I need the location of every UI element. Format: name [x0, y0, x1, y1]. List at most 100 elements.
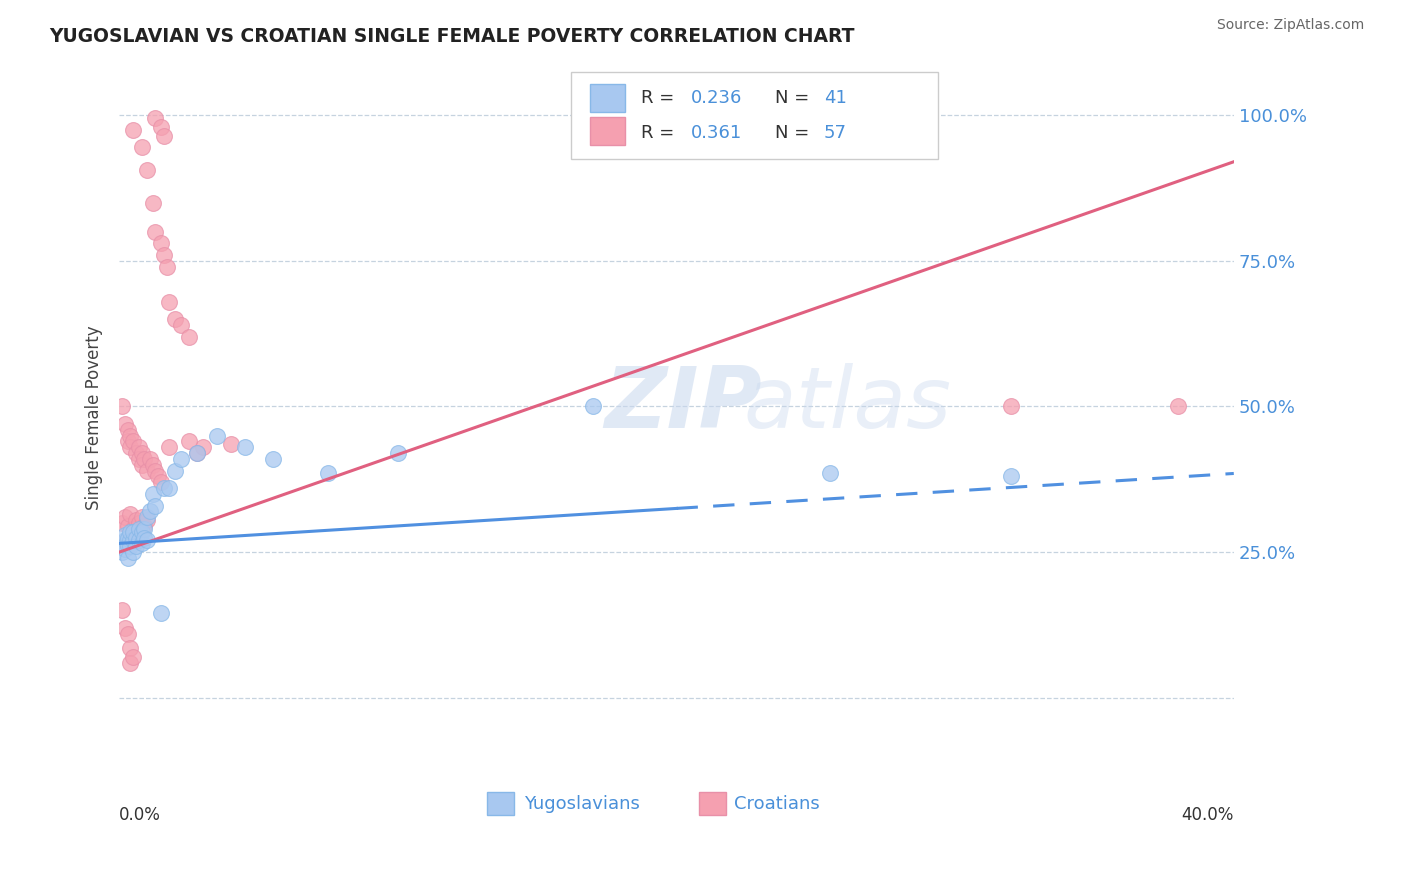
Point	[111, 516, 134, 530]
Point	[114, 621, 136, 635]
Point	[136, 163, 159, 178]
Point	[117, 551, 139, 566]
Point	[387, 446, 409, 460]
Point	[153, 128, 176, 143]
Point	[122, 522, 145, 536]
Point	[262, 451, 284, 466]
Point	[120, 508, 142, 522]
Point	[145, 225, 167, 239]
Point	[134, 531, 156, 545]
Point	[131, 458, 153, 472]
Point	[117, 519, 139, 533]
Point	[159, 481, 181, 495]
Point	[122, 533, 145, 548]
Point	[145, 464, 167, 478]
Point	[122, 545, 145, 559]
Text: 0.361: 0.361	[690, 124, 742, 142]
Point	[120, 428, 142, 442]
Point	[131, 536, 153, 550]
Point	[128, 451, 150, 466]
Text: YUGOSLAVIAN VS CROATIAN SINGLE FEMALE POVERTY CORRELATION CHART: YUGOSLAVIAN VS CROATIAN SINGLE FEMALE PO…	[49, 27, 855, 45]
Text: R =: R =	[641, 124, 681, 142]
Point	[111, 603, 134, 617]
Point	[122, 434, 145, 449]
Point	[114, 417, 136, 431]
Point	[1167, 400, 1189, 414]
Point	[125, 531, 148, 545]
Point	[134, 451, 156, 466]
Point	[136, 464, 159, 478]
Point	[159, 440, 181, 454]
Point	[191, 440, 214, 454]
Point	[114, 542, 136, 557]
Point	[128, 440, 150, 454]
Text: R =: R =	[641, 89, 681, 107]
FancyBboxPatch shape	[589, 118, 626, 145]
Point	[142, 195, 165, 210]
Point	[125, 539, 148, 553]
Point	[316, 467, 339, 481]
FancyBboxPatch shape	[589, 84, 626, 112]
Point	[120, 524, 142, 539]
Point	[114, 510, 136, 524]
Point	[139, 504, 162, 518]
Point	[120, 533, 142, 548]
Point	[150, 607, 173, 621]
Text: 57: 57	[824, 124, 846, 142]
Point	[111, 545, 134, 559]
Point	[122, 122, 145, 136]
Point	[219, 437, 242, 451]
Point	[111, 536, 134, 550]
Point	[150, 120, 173, 134]
Point	[136, 533, 159, 548]
Point	[117, 423, 139, 437]
Point	[142, 458, 165, 472]
Point	[131, 446, 153, 460]
Point	[114, 533, 136, 548]
Point	[120, 656, 142, 670]
Point	[111, 400, 134, 414]
Point	[153, 248, 176, 262]
Point	[131, 524, 153, 539]
Point	[186, 446, 208, 460]
Point	[131, 510, 153, 524]
Point	[125, 513, 148, 527]
Point	[134, 519, 156, 533]
Point	[136, 513, 159, 527]
Text: Croatians: Croatians	[734, 795, 820, 814]
Point	[136, 510, 159, 524]
Point	[169, 451, 191, 466]
Text: N =: N =	[775, 89, 814, 107]
Point	[163, 312, 186, 326]
Point	[122, 524, 145, 539]
Text: ZIP: ZIP	[605, 363, 762, 446]
Point	[1000, 400, 1022, 414]
Point	[1000, 469, 1022, 483]
Point	[128, 522, 150, 536]
Point	[145, 111, 167, 125]
Point	[582, 400, 605, 414]
Point	[818, 467, 841, 481]
Text: atlas: atlas	[744, 363, 952, 446]
Text: N =: N =	[775, 124, 814, 142]
Y-axis label: Single Female Poverty: Single Female Poverty	[86, 326, 103, 510]
Text: Yugoslavians: Yugoslavians	[524, 795, 640, 814]
Point	[156, 260, 179, 274]
Point	[177, 434, 200, 449]
Point	[131, 140, 153, 154]
FancyBboxPatch shape	[699, 792, 725, 815]
FancyBboxPatch shape	[486, 792, 513, 815]
Point	[159, 294, 181, 309]
Point	[139, 451, 162, 466]
Point	[134, 522, 156, 536]
Point	[120, 641, 142, 656]
Text: 40.0%: 40.0%	[1181, 806, 1234, 824]
Point	[177, 329, 200, 343]
Point	[117, 626, 139, 640]
Point	[233, 440, 256, 454]
Point	[114, 527, 136, 541]
Point	[128, 516, 150, 530]
FancyBboxPatch shape	[571, 72, 938, 160]
Point	[145, 499, 167, 513]
Point	[125, 446, 148, 460]
